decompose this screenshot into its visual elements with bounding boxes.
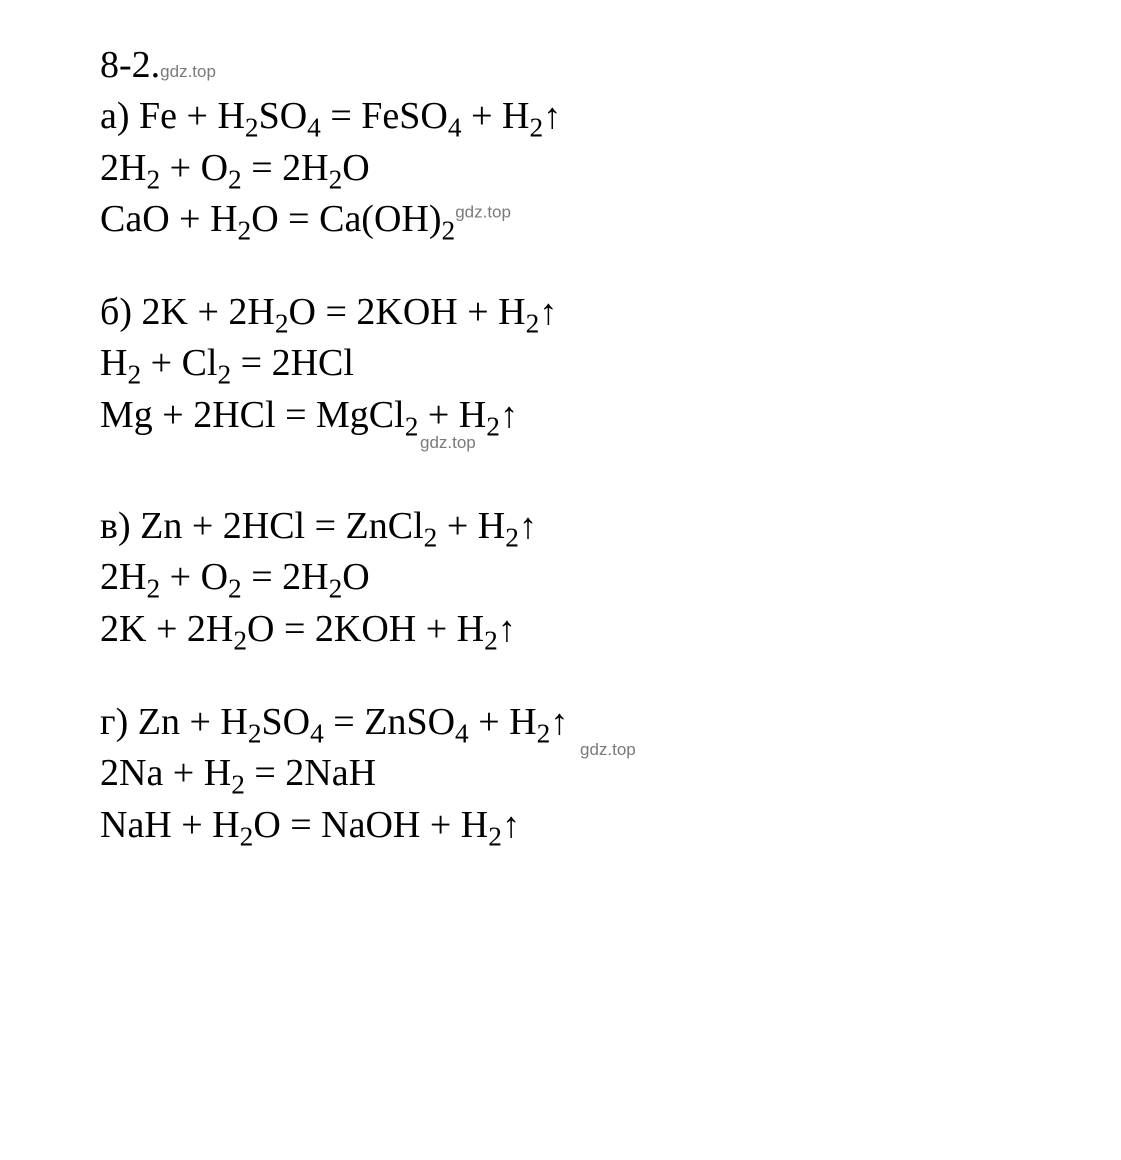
equation-b-2: H2 + Cl2 = 2HCl	[100, 338, 1021, 389]
watermark-header: gdz.top	[160, 62, 216, 81]
equation-a-3: CaO + H2O = Ca(OH)2gdz.top	[100, 194, 1021, 245]
header-group: 8-2.gdz.top а) Fe + H2SO4 = FeSO4 + H2↑ …	[100, 40, 1021, 245]
equation-a-2: 2H2 + O2 = 2H2O	[100, 143, 1021, 194]
equation-a-1: а) Fe + H2SO4 = FeSO4 + H2↑	[100, 91, 1021, 142]
watermark-b3: gdz.top	[420, 434, 476, 451]
equation-g-2: 2Na + H2 = 2NaH	[100, 748, 1021, 799]
header-line: 8-2.gdz.top	[100, 40, 1021, 91]
header-label: 8-2.	[100, 44, 160, 86]
group-label-v: в)	[100, 505, 131, 547]
group-g: г) Zn + H2SO4 = ZnSO4 + H2↑ gdz.top 2Na …	[100, 697, 1021, 851]
group-label-g: г)	[100, 701, 128, 743]
equation-g-3: NaH + H2O = NaOH + H2↑	[100, 800, 1021, 851]
equation-v-2: 2H2 + O2 = 2H2O	[100, 552, 1021, 603]
group-label-a: а)	[100, 95, 130, 137]
group-b: б) 2K + 2H2O = 2KOH + H2↑ H2 + Cl2 = 2HC…	[100, 287, 1021, 441]
chemistry-equations-content: 8-2.gdz.top а) Fe + H2SO4 = FeSO4 + H2↑ …	[100, 40, 1021, 851]
equation-g-1: г) Zn + H2SO4 = ZnSO4 + H2↑ gdz.top	[100, 697, 1021, 748]
group-label-b: б)	[100, 291, 132, 333]
equation-b-3: Mg + 2HCl = MgCl2 + H2↑ gdz.top	[100, 390, 1021, 441]
watermark-a3: gdz.top	[455, 202, 511, 221]
equation-v-3: 2K + 2H2O = 2KOH + H2↑	[100, 604, 1021, 655]
group-v: в) Zn + 2HCl = ZnCl2 + H2↑ 2H2 + O2 = 2H…	[100, 501, 1021, 655]
equation-v-1: в) Zn + 2HCl = ZnCl2 + H2↑	[100, 501, 1021, 552]
equation-b-1: б) 2K + 2H2O = 2KOH + H2↑	[100, 287, 1021, 338]
